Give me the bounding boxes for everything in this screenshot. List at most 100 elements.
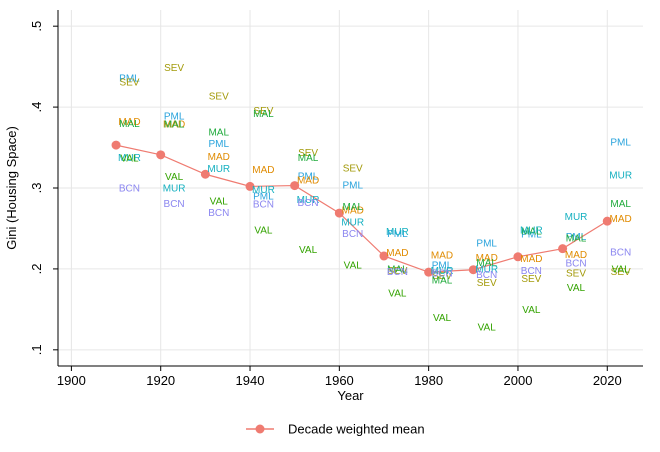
city-label-mad: MAD — [208, 152, 230, 163]
city-label-pml: PML — [119, 73, 140, 84]
city-label-pml: PML — [610, 137, 631, 148]
city-label-val: VAL — [388, 289, 407, 300]
city-label-mur: MUR — [565, 212, 588, 223]
x-tick-label: 2000 — [504, 373, 533, 388]
city-label-mad: MAD — [520, 254, 542, 265]
mean-point — [602, 216, 612, 226]
x-tick-label: 1980 — [414, 373, 443, 388]
city-label-mur: MUR — [163, 184, 186, 195]
y-tick-label: .1 — [29, 344, 44, 355]
city-label-mur: MUR — [386, 227, 409, 238]
city-label-pml: PML — [253, 192, 274, 203]
mean-point — [111, 140, 121, 150]
city-label-mad: MAD — [297, 175, 319, 186]
city-label-mal: MAL — [164, 120, 185, 131]
city-label-mal: MAL — [476, 258, 497, 269]
city-label-bcn: BCN — [208, 208, 229, 219]
city-label-bcn: BCN — [164, 199, 185, 210]
city-label-sev: SEV — [164, 63, 184, 74]
legend-marker-swatch — [255, 424, 265, 434]
y-tick-label: .2 — [29, 263, 44, 274]
city-label-pml: PML — [298, 171, 319, 182]
city-label-mur: MUR — [431, 266, 454, 277]
city-label-sev: SEV — [298, 148, 318, 159]
city-label-pml: PML — [432, 260, 453, 271]
x-axis-title: Year — [337, 388, 364, 403]
mean-point — [245, 181, 255, 191]
city-label-mal: MAL — [208, 128, 229, 139]
y-tick-label: .5 — [29, 21, 44, 32]
city-label-mad: MAD — [163, 120, 185, 131]
city-label-val: VAL — [567, 283, 586, 294]
city-label-mal: MAL — [298, 153, 319, 164]
city-label-bcn: BCN — [387, 267, 408, 278]
city-label-mal: MAL — [566, 234, 587, 245]
city-label-mal: MAL — [610, 199, 631, 210]
legend: Decade weighted mean — [246, 422, 425, 437]
city-label-bcn: BCN — [342, 229, 363, 240]
city-label-val: VAL — [433, 313, 452, 324]
city-label-pml: PML — [208, 139, 229, 150]
city-label-mur: MUR — [609, 171, 632, 182]
x-tick-label: 1940 — [236, 373, 265, 388]
city-label-sev: SEV — [387, 266, 407, 277]
city-label-mur: MUR — [297, 195, 320, 206]
mean-point — [200, 169, 210, 179]
mean-point — [513, 252, 523, 262]
city-label-sev: SEV — [611, 267, 631, 278]
mean-point — [156, 150, 166, 160]
city-label-val: VAL — [165, 172, 184, 183]
city-label-mal: MAL — [119, 119, 140, 130]
city-label-mal: MAL — [521, 226, 542, 237]
city-label-bcn: BCN — [119, 184, 140, 195]
city-label-pml: PML — [342, 180, 363, 191]
city-label-mur: MUR — [520, 226, 543, 237]
x-tick-label: 1900 — [57, 373, 86, 388]
city-label-val: VAL — [254, 226, 273, 237]
city-label-pml: PML — [476, 239, 497, 250]
city-label-mur: MUR — [475, 264, 498, 275]
city-label-sev: SEV — [521, 274, 541, 285]
city-label-bcn: BCN — [298, 198, 319, 209]
city-label-mad: MAD — [431, 251, 453, 262]
city-label-sev: SEV — [119, 78, 139, 89]
city-label-bcn: BCN — [253, 200, 274, 211]
city-label-bcn: BCN — [521, 266, 542, 277]
mean-series — [111, 140, 612, 277]
city-label-mur: MUR — [118, 153, 141, 164]
city-label-sev: SEV — [209, 91, 229, 102]
city-label-mad: MAD — [386, 248, 408, 259]
mean-point — [558, 244, 568, 254]
city-label-sev: SEV — [566, 268, 586, 279]
city-label-sev: SEV — [432, 271, 452, 282]
city-label-mur: MUR — [341, 217, 364, 228]
city-label-mad: MAD — [565, 250, 587, 261]
city-label-mal: MAL — [432, 276, 453, 287]
city-label-bcn: BCN — [610, 247, 631, 258]
city-label-val: VAL — [344, 260, 363, 271]
mean-point — [424, 267, 434, 277]
city-label-sev: SEV — [253, 106, 273, 117]
city-label-sev: SEV — [477, 278, 497, 289]
x-tick-label: 1960 — [325, 373, 354, 388]
city-label-val: VAL — [299, 245, 318, 256]
y-axis-title: Gini (Housing Space) — [4, 126, 19, 250]
city-label-mur: MUR — [207, 164, 230, 175]
city-label-pml: PML — [164, 111, 185, 122]
mean-point — [379, 251, 389, 261]
city-label-mad: MAD — [342, 205, 364, 216]
city-label-val: VAL — [120, 154, 139, 165]
legend-label: Decade weighted mean — [288, 422, 425, 437]
mean-point — [290, 181, 300, 191]
x-tick-label: 2020 — [593, 373, 622, 388]
city-label-sev: SEV — [343, 163, 363, 174]
city-label-mur: MUR — [252, 185, 275, 196]
city-label-val: VAL — [210, 196, 229, 207]
mean-point — [468, 265, 478, 275]
city-label-val: VAL — [522, 305, 541, 316]
city-label-bcn: BCN — [431, 268, 452, 279]
city-label-pml: PML — [566, 232, 587, 243]
